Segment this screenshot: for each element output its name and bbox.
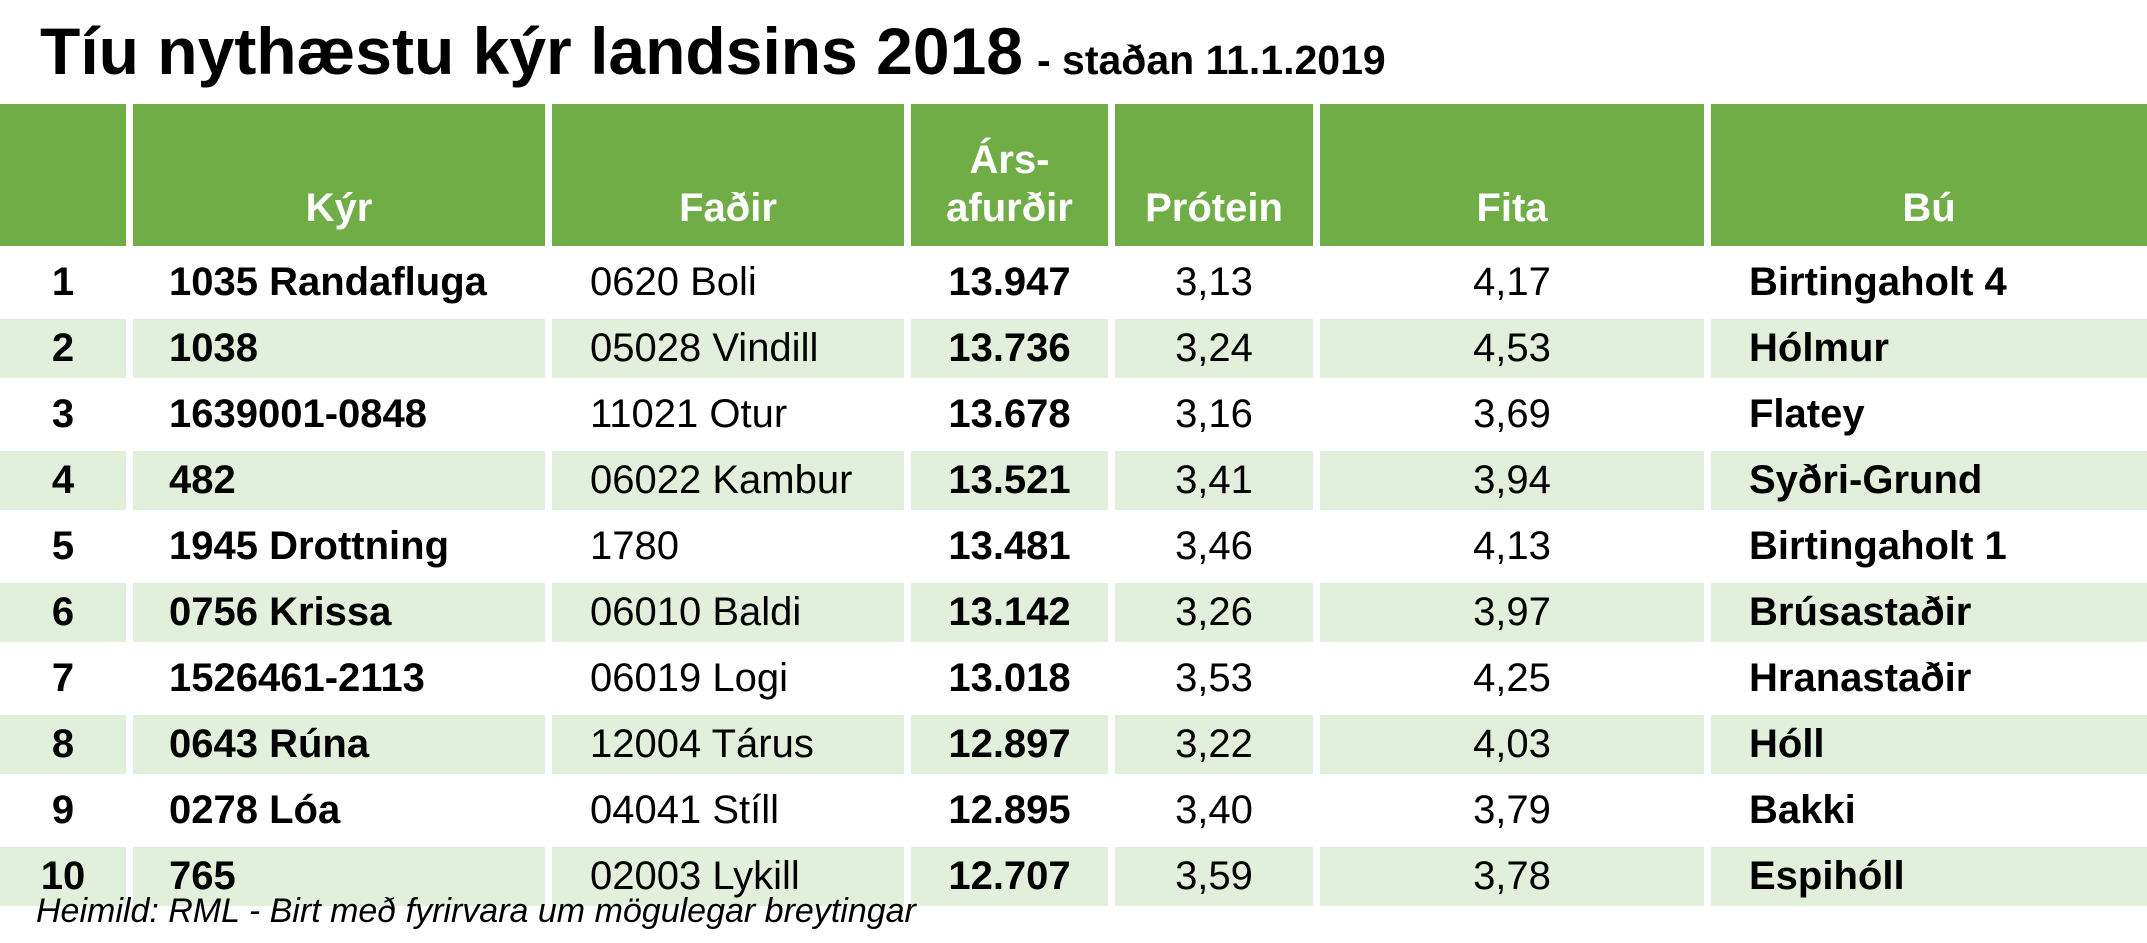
protein-cell: 3,13 — [1115, 253, 1313, 312]
table-row: 1 1035 Randafluga 0620 Boli 13.947 3,13 4,17 B… — [0, 253, 2147, 312]
farm-cell: Brúsastaðir — [1711, 583, 2147, 642]
table-header-row: Kýr Faðir Árs-afurðir Prótein Fita Bú — [0, 104, 2147, 246]
protein-cell: 3,40 — [1115, 781, 1313, 840]
protein-cell: 3,22 — [1115, 715, 1313, 774]
table-row: 4 482 06022 Kambur 13.521 3,41 3,94 Syðri-Grun… — [0, 451, 2147, 510]
yield-cell: 12.707 — [911, 847, 1108, 906]
protein-cell: 3,24 — [1115, 319, 1313, 378]
column-header-sire: Faðir — [552, 104, 904, 246]
fat-cell: 3,94 — [1320, 451, 1704, 510]
yield-cell: 13.018 — [911, 649, 1108, 708]
table-row: 6 0756 Krissa 06010 Baldi 13.142 3,26 3,97 Brú… — [0, 583, 2147, 642]
cow-cell: 1035 Randafluga — [133, 253, 545, 312]
rank-cell: 2 — [0, 319, 126, 378]
cow-cell: 0278 Lóa — [133, 781, 545, 840]
table-row: 9 0278 Lóa 04041 Stíll 12.895 3,40 3,79 Bakki — [0, 781, 2147, 840]
protein-cell: 3,46 — [1115, 517, 1313, 576]
sire-cell: 04041 Stíll — [552, 781, 904, 840]
fat-cell: 3,79 — [1320, 781, 1704, 840]
cow-cell: 1945 Drottning — [133, 517, 545, 576]
column-header-protein: Prótein — [1115, 104, 1313, 246]
farm-cell: Birtingaholt 1 — [1711, 517, 2147, 576]
farm-cell: Hranastaðir — [1711, 649, 2147, 708]
farm-cell: Bakki — [1711, 781, 2147, 840]
source-note: Heimild: RML - Birt með fyrirvara um mög… — [36, 892, 916, 930]
sire-cell: 05028 Vindill — [552, 319, 904, 378]
rank-cell: 8 — [0, 715, 126, 774]
fat-cell: 4,13 — [1320, 517, 1704, 576]
farm-cell: Birtingaholt 4 — [1711, 253, 2147, 312]
fat-cell: 4,17 — [1320, 253, 1704, 312]
cow-cell: 1639001-0848 — [133, 385, 545, 444]
rank-cell: 7 — [0, 649, 126, 708]
cow-cell: 1526461-2113 — [133, 649, 545, 708]
protein-cell: 3,16 — [1115, 385, 1313, 444]
protein-cell: 3,53 — [1115, 649, 1313, 708]
yield-cell: 12.897 — [911, 715, 1108, 774]
protein-cell: 3,41 — [1115, 451, 1313, 510]
page-subtitle: - staðan 11.1.2019 — [1036, 37, 1386, 83]
yield-cell: 13.481 — [911, 517, 1108, 576]
sire-cell: 02003 Lykill — [552, 847, 904, 906]
column-header-yield-line2: afurðir — [946, 186, 1073, 230]
rank-cell: 4 — [0, 451, 126, 510]
column-header-yield-line1: Árs- — [969, 138, 1050, 182]
fat-cell: 4,03 — [1320, 715, 1704, 774]
rank-cell: 3 — [0, 385, 126, 444]
column-header-farm: Bú — [1711, 104, 2147, 246]
column-header-fat: Fita — [1320, 104, 1704, 246]
yield-cell: 12.895 — [911, 781, 1108, 840]
sire-cell: 06022 Kambur — [552, 451, 904, 510]
sire-cell: 06010 Baldi — [552, 583, 904, 642]
cow-cell: 0643 Rúna — [133, 715, 545, 774]
fat-cell: 4,25 — [1320, 649, 1704, 708]
table-row: 5 1945 Drottning 1780 13.481 3,46 4,13 Birting… — [0, 517, 2147, 576]
protein-cell: 3,26 — [1115, 583, 1313, 642]
table-row: 10 765 02003 Lykill 12.707 3,59 3,78 Espihóll — [0, 847, 2147, 906]
fat-cell: 3,69 — [1320, 385, 1704, 444]
farm-cell: Syðri-Grund — [1711, 451, 2147, 510]
rank-cell: 10 — [0, 847, 126, 906]
title-row: Tíu nythæstu kýr landsins 2018 - staðan 1… — [40, 8, 1386, 94]
page-title: Tíu nythæstu kýr landsins 2018 — [40, 14, 1023, 88]
rank-cell: 1 — [0, 253, 126, 312]
sire-cell: 11021 Otur — [552, 385, 904, 444]
yield-cell: 13.142 — [911, 583, 1108, 642]
table-body: 1 1035 Randafluga 0620 Boli 13.947 3,13 4,17 B… — [0, 253, 2147, 906]
column-header-yield: Árs-afurðir — [911, 104, 1108, 246]
yield-cell: 13.947 — [911, 253, 1108, 312]
protein-cell: 3,59 — [1115, 847, 1313, 906]
table-row: 8 0643 Rúna 12004 Tárus 12.897 3,22 4,03 Hóll — [0, 715, 2147, 774]
cow-cell: 482 — [133, 451, 545, 510]
cow-cell: 1038 — [133, 319, 545, 378]
sire-cell: 1780 — [552, 517, 904, 576]
sire-cell: 12004 Tárus — [552, 715, 904, 774]
fat-cell: 3,78 — [1320, 847, 1704, 906]
yield-cell: 13.678 — [911, 385, 1108, 444]
table-row: 2 1038 05028 Vindill 13.736 3,24 4,53 Hólmur — [0, 319, 2147, 378]
sire-cell: 0620 Boli — [552, 253, 904, 312]
rank-cell: 5 — [0, 517, 126, 576]
farm-cell: Hólmur — [1711, 319, 2147, 378]
sire-cell: 06019 Logi — [552, 649, 904, 708]
table-row: 7 1526461-2113 06019 Logi 13.018 3,53 4,25 Hra… — [0, 649, 2147, 708]
column-header-cow: Kýr — [133, 104, 545, 246]
yield-cell: 13.736 — [911, 319, 1108, 378]
rank-cell: 9 — [0, 781, 126, 840]
column-header-rank — [0, 104, 126, 246]
farm-cell: Espihóll — [1711, 847, 2147, 906]
rank-cell: 6 — [0, 583, 126, 642]
farm-cell: Hóll — [1711, 715, 2147, 774]
fat-cell: 4,53 — [1320, 319, 1704, 378]
cow-cell: 765 — [133, 847, 545, 906]
cow-cell: 0756 Krissa — [133, 583, 545, 642]
farm-cell: Flatey — [1711, 385, 2147, 444]
yield-cell: 13.521 — [911, 451, 1108, 510]
table-row: 3 1639001-0848 11021 Otur 13.678 3,16 3,69 Fla… — [0, 385, 2147, 444]
fat-cell: 3,97 — [1320, 583, 1704, 642]
